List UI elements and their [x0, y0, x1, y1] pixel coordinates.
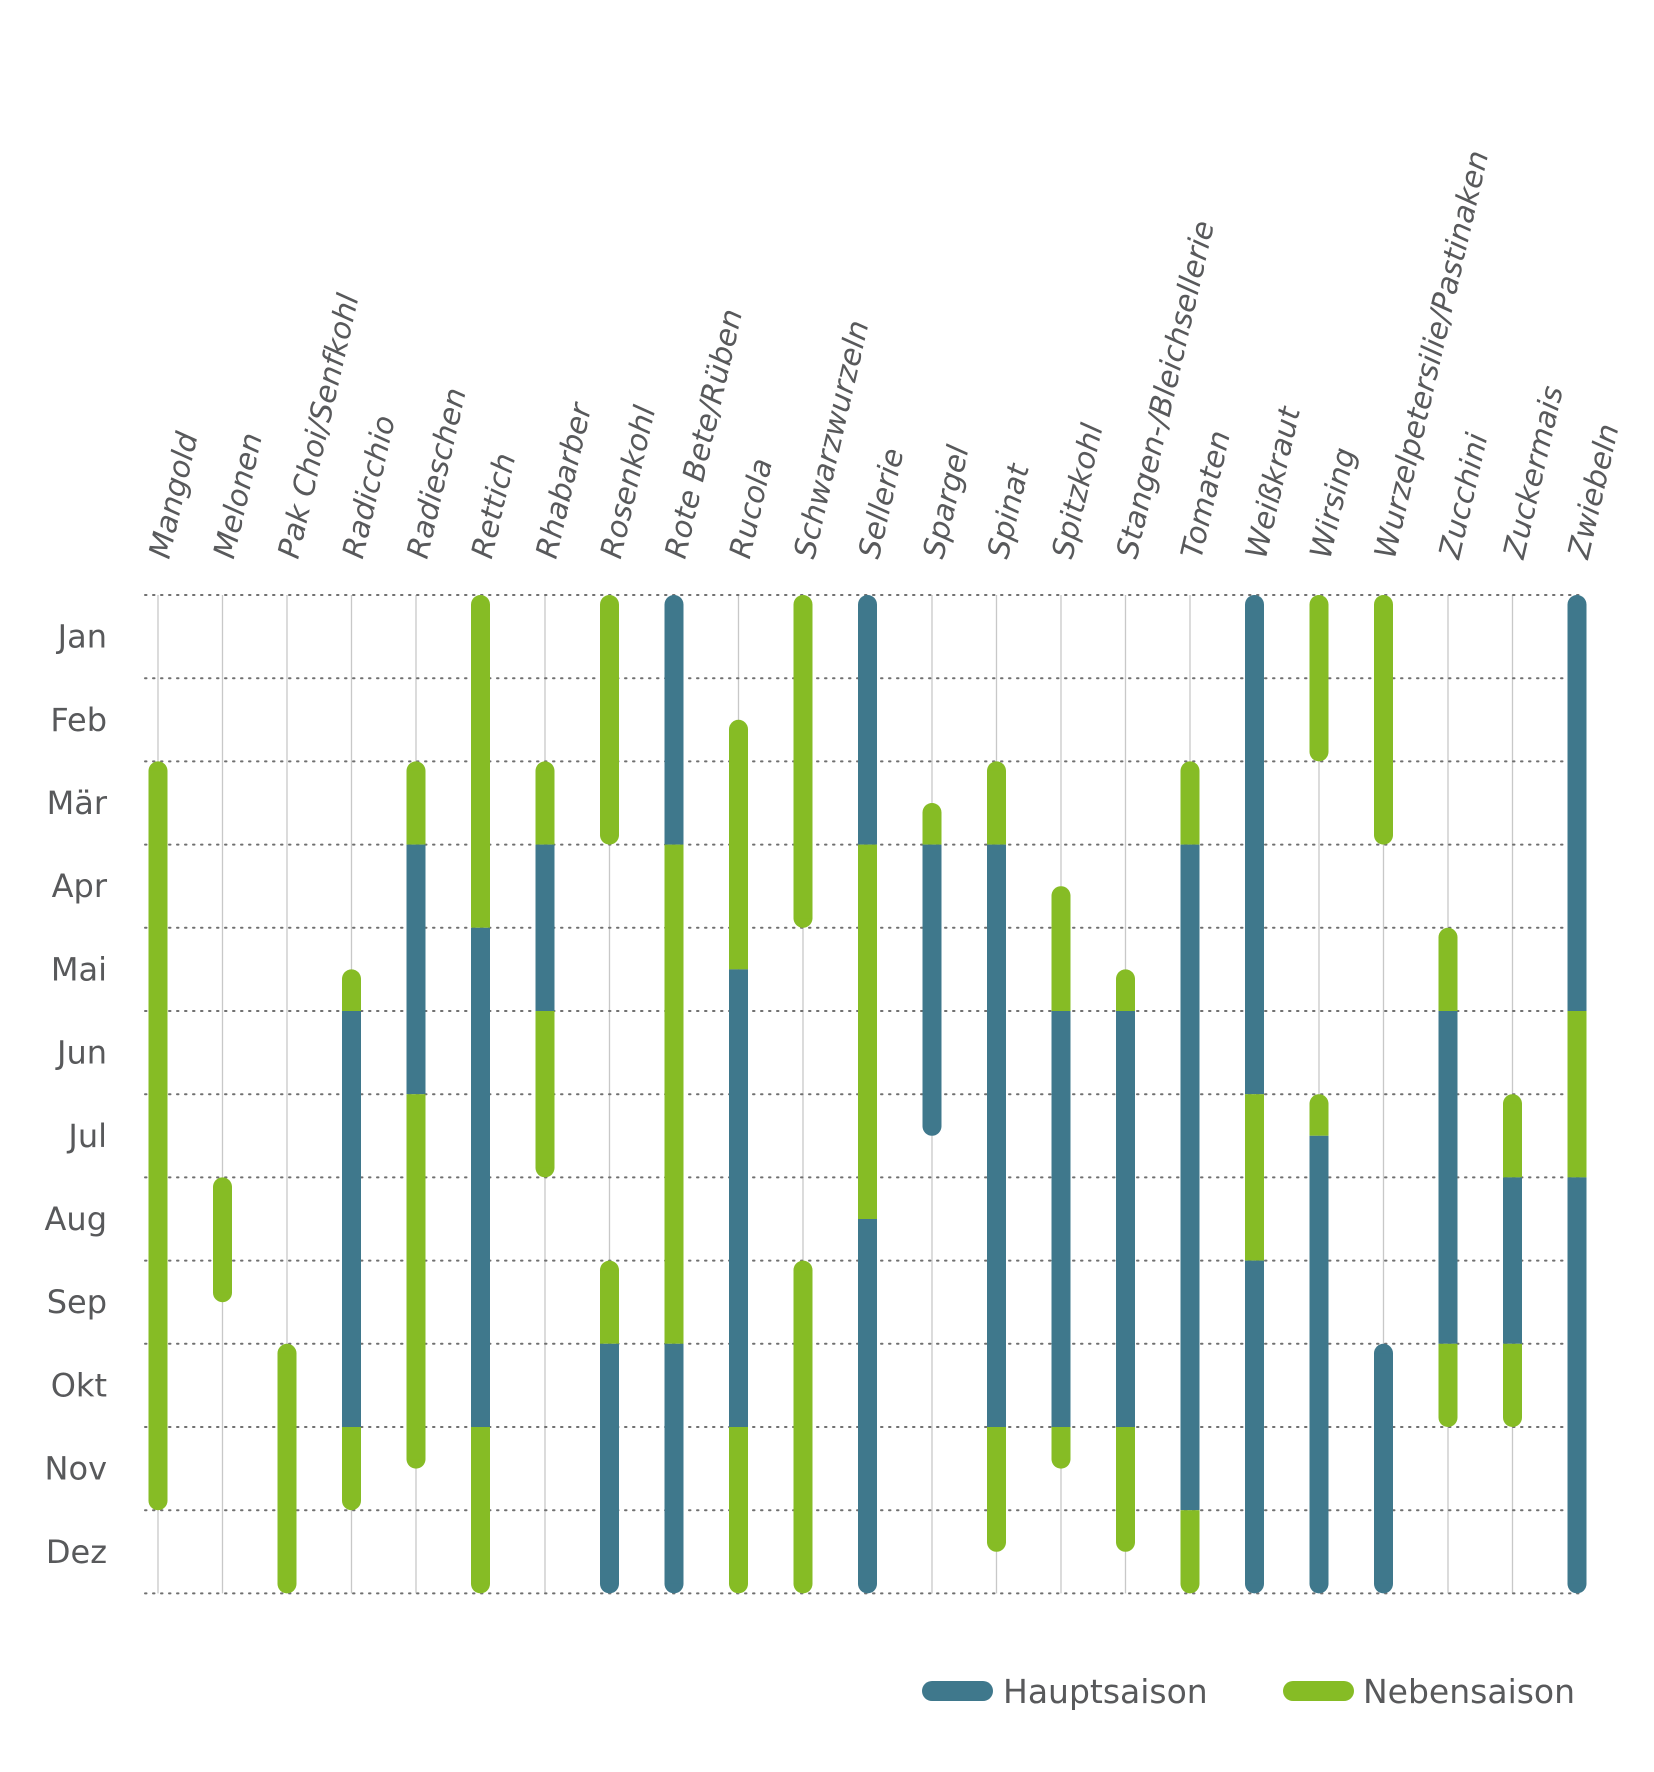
season-bar-nebensaison: [535, 770, 555, 845]
season-bar-hauptsaison: [922, 844, 942, 1127]
vegetable-label: Spitzkohl: [1046, 420, 1111, 562]
season-bar-hauptsaison: [1438, 1011, 1458, 1344]
season-bar-nebensaison: [987, 770, 1006, 845]
season-bar-nebensaison: [406, 1094, 426, 1460]
season-bar-nebensaison: [406, 770, 426, 845]
season-bar-nebensaison: [793, 1270, 813, 1584]
vegetable-label: Spargel: [917, 442, 977, 562]
legend-label-neben: Nebensaison: [1363, 1672, 1575, 1711]
season-bar-nebensaison: [1116, 978, 1135, 1011]
vegetable-label: Spinat: [981, 460, 1037, 562]
season-bar-nebensaison: [148, 770, 168, 1501]
season-bar-nebensaison: [535, 1011, 555, 1168]
season-bar-hauptsaison: [1503, 1177, 1522, 1344]
season-bar-nebensaison: [471, 604, 490, 928]
month-label: Jan: [56, 618, 107, 656]
season-bar-hauptsaison: [858, 604, 877, 845]
season-bar-hauptsaison: [1309, 1135, 1329, 1584]
month-label: Nov: [45, 1450, 107, 1488]
legend: Hauptsaison Nebensaison: [922, 1672, 1575, 1711]
season-bar-nebensaison: [1180, 1510, 1200, 1584]
month-label: Sep: [47, 1283, 107, 1321]
vegetable-label: Zuckermais: [1497, 383, 1571, 563]
season-bar-nebensaison: [922, 812, 942, 845]
season-bar-hauptsaison: [471, 927, 490, 1427]
season-bar-nebensaison: [600, 604, 619, 836]
season-bar-hauptsaison: [600, 1343, 619, 1584]
season-bar-hauptsaison: [858, 1219, 877, 1584]
season-bar-hauptsaison: [1245, 604, 1264, 1095]
vegetable-label: Weißkraut: [1239, 402, 1308, 561]
season-bar-hauptsaison: [664, 604, 684, 845]
season-bars: [148, 595, 1587, 1594]
season-bar-hauptsaison: [664, 1343, 684, 1584]
month-label: Mai: [51, 950, 107, 988]
month-label: Jul: [66, 1117, 107, 1155]
vegetable-label: Rettich: [465, 450, 523, 562]
season-bar-nebensaison: [1438, 937, 1458, 1011]
season-bar-nebensaison: [987, 1427, 1006, 1543]
season-bar-nebensaison: [1503, 1343, 1522, 1418]
season-bar-nebensaison: [1374, 604, 1393, 836]
vegetable-label: Melonen: [207, 430, 270, 562]
vegetable-label: Wirsing: [1304, 444, 1363, 561]
month-labels: Jan Feb Mär Apr Mai Jun Jul Aug Sep Okt Nov Dez: [45, 618, 108, 1571]
vegetable-label: Zwiebeln: [1561, 421, 1626, 563]
month-label: Aug: [45, 1200, 107, 1238]
season-bar-nebensaison: [342, 1427, 361, 1501]
season-bar-nebensaison: [1051, 1427, 1071, 1460]
season-bar-nebensaison: [471, 1427, 490, 1584]
season-bar-nebensaison: [1567, 1011, 1587, 1178]
vegetable-label: Radieschen: [401, 385, 474, 562]
season-bar-nebensaison: [1180, 770, 1200, 845]
season-bar-hauptsaison: [1180, 844, 1200, 1511]
vegetable-label: Rosenkohl: [594, 402, 663, 562]
season-bar-hauptsaison: [1245, 1260, 1264, 1584]
season-bar-nebensaison: [793, 604, 813, 919]
season-bar-hauptsaison: [729, 969, 748, 1427]
vegetable-label: Zucchini: [1432, 429, 1495, 562]
season-bar-nebensaison: [664, 844, 684, 1344]
legend-label-haupt: Hauptsaison: [1003, 1672, 1208, 1711]
month-label: Dez: [46, 1533, 107, 1571]
vegetable-label: Tomaten: [1175, 427, 1238, 561]
season-bar-nebensaison: [342, 978, 361, 1011]
month-label: Jun: [55, 1034, 107, 1072]
vegetable-label: Rucola: [723, 455, 780, 562]
vegetable-label: Mangold: [143, 428, 206, 562]
season-bar-nebensaison: [1503, 1103, 1522, 1178]
month-label: Okt: [51, 1366, 107, 1404]
season-bar-hauptsaison: [1374, 1353, 1393, 1584]
season-bar-hauptsaison: [1116, 1011, 1135, 1427]
season-bar-hauptsaison: [1567, 604, 1587, 1011]
season-bar-hauptsaison: [1051, 1011, 1071, 1427]
vegetable-label: Radicchio: [336, 412, 403, 561]
season-bar-nebensaison: [1116, 1427, 1135, 1543]
season-bar-nebensaison: [858, 844, 877, 1219]
month-label: Mär: [47, 784, 108, 822]
season-bar-hauptsaison: [342, 1011, 361, 1427]
season-bar-hauptsaison: [406, 844, 426, 1095]
season-bar-hauptsaison: [987, 844, 1006, 1427]
season-bar-nebensaison: [1309, 1103, 1329, 1136]
season-bar-nebensaison: [1309, 604, 1329, 752]
season-bar-nebensaison: [277, 1353, 297, 1584]
season-bar-nebensaison: [1051, 895, 1071, 1011]
season-bar-nebensaison: [729, 1427, 748, 1584]
season-bar-nebensaison: [1245, 1094, 1264, 1261]
month-label: Feb: [50, 701, 107, 739]
season-bar-hauptsaison: [1567, 1177, 1587, 1584]
vegetable-label: Rhabarber: [530, 399, 600, 562]
season-bar-nebensaison: [1438, 1343, 1458, 1418]
month-label: Apr: [52, 867, 108, 905]
vegetable-label: Sellerie: [852, 445, 911, 562]
vegetable-labels: Mangold Melonen Pak Choi/SenfkohlRadicchio…: [143, 147, 1627, 562]
season-bar-nebensaison: [600, 1270, 619, 1344]
season-bar-nebensaison: [213, 1186, 232, 1293]
season-bar-nebensaison: [729, 729, 748, 970]
season-bar-hauptsaison: [535, 844, 555, 1011]
